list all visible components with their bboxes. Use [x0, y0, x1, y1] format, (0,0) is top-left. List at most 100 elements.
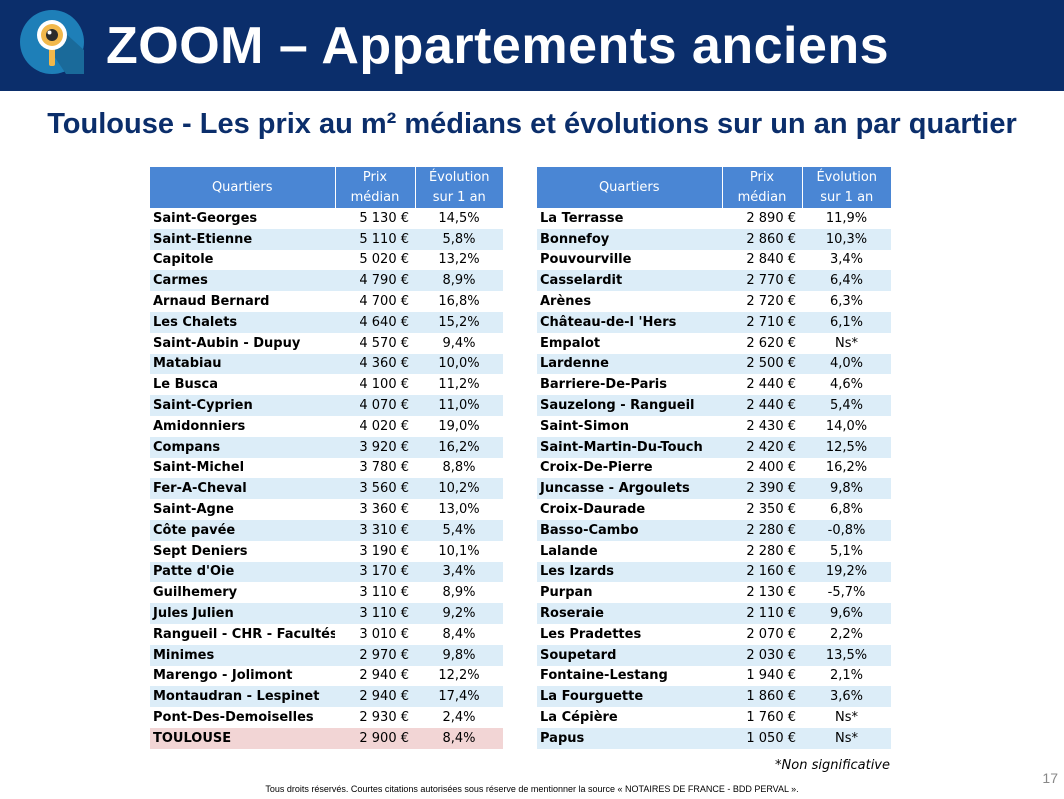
- prix-header-line1: Prix: [362, 169, 388, 185]
- prices-table-left: Quartiers Prix médian Évolution sur 1 an S…: [150, 167, 503, 749]
- evolution-cell: 10,0%: [415, 353, 503, 375]
- quartier-cell: Saint-Aubin - Dupuy: [150, 332, 335, 354]
- quartier-cell: Marengo - Jolimont: [150, 665, 335, 687]
- prix-cell: 2 400 €: [722, 457, 802, 479]
- table-row: La Terrasse 2 890 €11,9%: [537, 208, 891, 229]
- table-row: Saint-Simon 2 430 €14,0%: [537, 415, 891, 437]
- table-row: Casselardit 2 770 €6,4%: [537, 270, 891, 292]
- table-row: Basso-Cambo 2 280 € -0,8%: [537, 519, 891, 541]
- evolution-cell: 12,2%: [415, 665, 503, 687]
- prix-cell: 5 110 €: [335, 228, 415, 250]
- quartier-cell: Barriere-De-Paris: [537, 374, 722, 396]
- evolution-cell: 14,5%: [415, 208, 503, 229]
- evolution-cell: 10,3%: [802, 228, 891, 250]
- evolution-cell: -5,7%: [802, 582, 891, 604]
- table-row: Purpan 2 130 € -5,7%: [537, 582, 891, 604]
- quartier-cell: La Terrasse: [537, 208, 722, 229]
- quartier-cell: Saint-Etienne: [150, 228, 335, 250]
- table-row: Compans 3 920 €16,2%: [150, 436, 503, 458]
- quartier-cell: Pouvourville: [537, 249, 722, 271]
- evolution-cell: 11,2%: [415, 374, 503, 396]
- evolution-cell: 5,1%: [802, 540, 891, 562]
- evolution-cell: 14,0%: [802, 415, 891, 437]
- prix-cell: 2 280 €: [722, 519, 802, 541]
- table-row: Fontaine-Lestang 1 940 €2,1%: [537, 665, 891, 687]
- evolution-cell: 9,6%: [802, 603, 891, 624]
- quartier-cell: Sept Deniers: [150, 540, 335, 562]
- quartier-cell: Les Chalets: [150, 311, 335, 333]
- quartier-cell: Pont-Des-Demoiselles: [150, 707, 335, 728]
- table-row: Barriere-De-Paris 2 440 €4,6%: [537, 374, 891, 396]
- prix-cell: 2 440 €: [722, 395, 802, 416]
- prix-cell: 3 780 €: [335, 457, 415, 479]
- non-significative-note: *Non significative: [775, 758, 890, 773]
- prix-header-line2: médian: [350, 189, 400, 205]
- quartier-cell: Montaudran - Lespinet: [150, 686, 335, 708]
- quartier-cell: Jules Julien: [150, 603, 335, 624]
- table-row: Matabiau 4 360 €10,0%: [150, 353, 503, 375]
- prix-cell: 4 790 €: [335, 270, 415, 292]
- table-row: Empalot 2 620 € Ns*: [537, 332, 891, 354]
- evolution-cell: 9,8%: [415, 644, 503, 666]
- quartier-cell: Lalande: [537, 540, 722, 562]
- prix-cell: 2 860 €: [722, 228, 802, 250]
- evolution-cell: 2,4%: [415, 707, 503, 728]
- page-number: 17: [1042, 770, 1058, 786]
- evolution-cell: 13,5%: [802, 644, 891, 666]
- column-header-quartiers: Quartiers: [537, 167, 723, 208]
- evolution-cell: Ns*: [802, 727, 891, 749]
- prices-table-right: Quartiers Prix médian Évolution sur 1 an L…: [537, 167, 891, 749]
- evolution-cell: 12,5%: [802, 436, 891, 458]
- table-row: Papus 1 050 € Ns*: [537, 727, 891, 749]
- subtitle: Toulouse - Les prix au m² médians et évo…: [47, 108, 1017, 140]
- prix-cell: 4 640 €: [335, 311, 415, 333]
- table-row: Guilhemery 3 110 €8,9%: [150, 582, 503, 604]
- table-row: Amidonniers 4 020 €19,0%: [150, 415, 503, 437]
- table-row: Sauzelong - Rangueil 2 440 €5,4%: [537, 395, 891, 416]
- table-row: Patte d'Oie 3 170 €3,4%: [150, 561, 503, 583]
- evolution-cell: 6,8%: [802, 499, 891, 520]
- evolution-cell: 9,2%: [415, 603, 503, 624]
- table-row: Les Chalets 4 640 €15,2%: [150, 311, 503, 333]
- prix-cell: 2 070 €: [722, 623, 802, 645]
- quartier-cell: Le Busca: [150, 374, 335, 396]
- prix-cell: 3 920 €: [335, 436, 415, 458]
- prix-cell: 2 720 €: [722, 291, 802, 312]
- prix-cell: 2 130 €: [722, 582, 802, 604]
- title-banner: ZOOM – Appartements anciens: [0, 0, 1064, 91]
- quartier-cell: Matabiau: [150, 353, 335, 375]
- evolution-cell: 16,8%: [415, 291, 503, 312]
- quartier-cell: Purpan: [537, 582, 722, 604]
- evolution-header-line2: sur 1 an: [820, 189, 874, 205]
- quartier-cell: Soupetard: [537, 644, 722, 666]
- evolution-cell: 11,0%: [415, 395, 503, 416]
- table-row: Saint-Agne 3 360 €13,0%: [150, 499, 503, 520]
- table-row: Minimes 2 970 €9,8%: [150, 644, 503, 666]
- prix-cell: 1 860 €: [722, 686, 802, 708]
- prix-header-line2: médian: [737, 189, 787, 205]
- quartier-cell: Lardenne: [537, 353, 722, 375]
- evolution-cell: 15,2%: [415, 311, 503, 333]
- evolution-cell: 8,4%: [415, 623, 503, 645]
- column-header-prix: Prix médian: [335, 167, 416, 208]
- quartier-cell: Roseraie: [537, 603, 722, 624]
- table-row: Lardenne 2 500 €4,0%: [537, 353, 891, 375]
- quartier-cell: La Cépière: [537, 707, 722, 728]
- table-row: Rangueil - CHR - Facultés 3 010 €8,4%: [150, 623, 503, 645]
- evolution-cell: 19,2%: [802, 561, 891, 583]
- page-title: ZOOM – Appartements anciens: [106, 17, 890, 75]
- prix-cell: 3 010 €: [335, 623, 415, 645]
- evolution-cell: 3,4%: [802, 249, 891, 271]
- quartier-cell: Bonnefoy: [537, 228, 722, 250]
- table-row: Saint-Etienne 5 110 €5,8%: [150, 228, 503, 250]
- quartier-cell: Saint-Agne: [150, 499, 335, 520]
- evolution-cell: 8,9%: [415, 270, 503, 292]
- quartier-cell: Casselardit: [537, 270, 722, 292]
- prix-cell: 2 620 €: [722, 332, 802, 354]
- evolution-cell: 8,4%: [415, 727, 503, 749]
- quartier-cell: La Fourguette: [537, 686, 722, 708]
- table-row: La Cépière 1 760 € Ns*: [537, 707, 891, 728]
- quartier-cell: Fer-A-Cheval: [150, 478, 335, 500]
- table-row: Les Pradettes 2 070 €2,2%: [537, 623, 891, 645]
- quartier-cell: Arènes: [537, 291, 722, 312]
